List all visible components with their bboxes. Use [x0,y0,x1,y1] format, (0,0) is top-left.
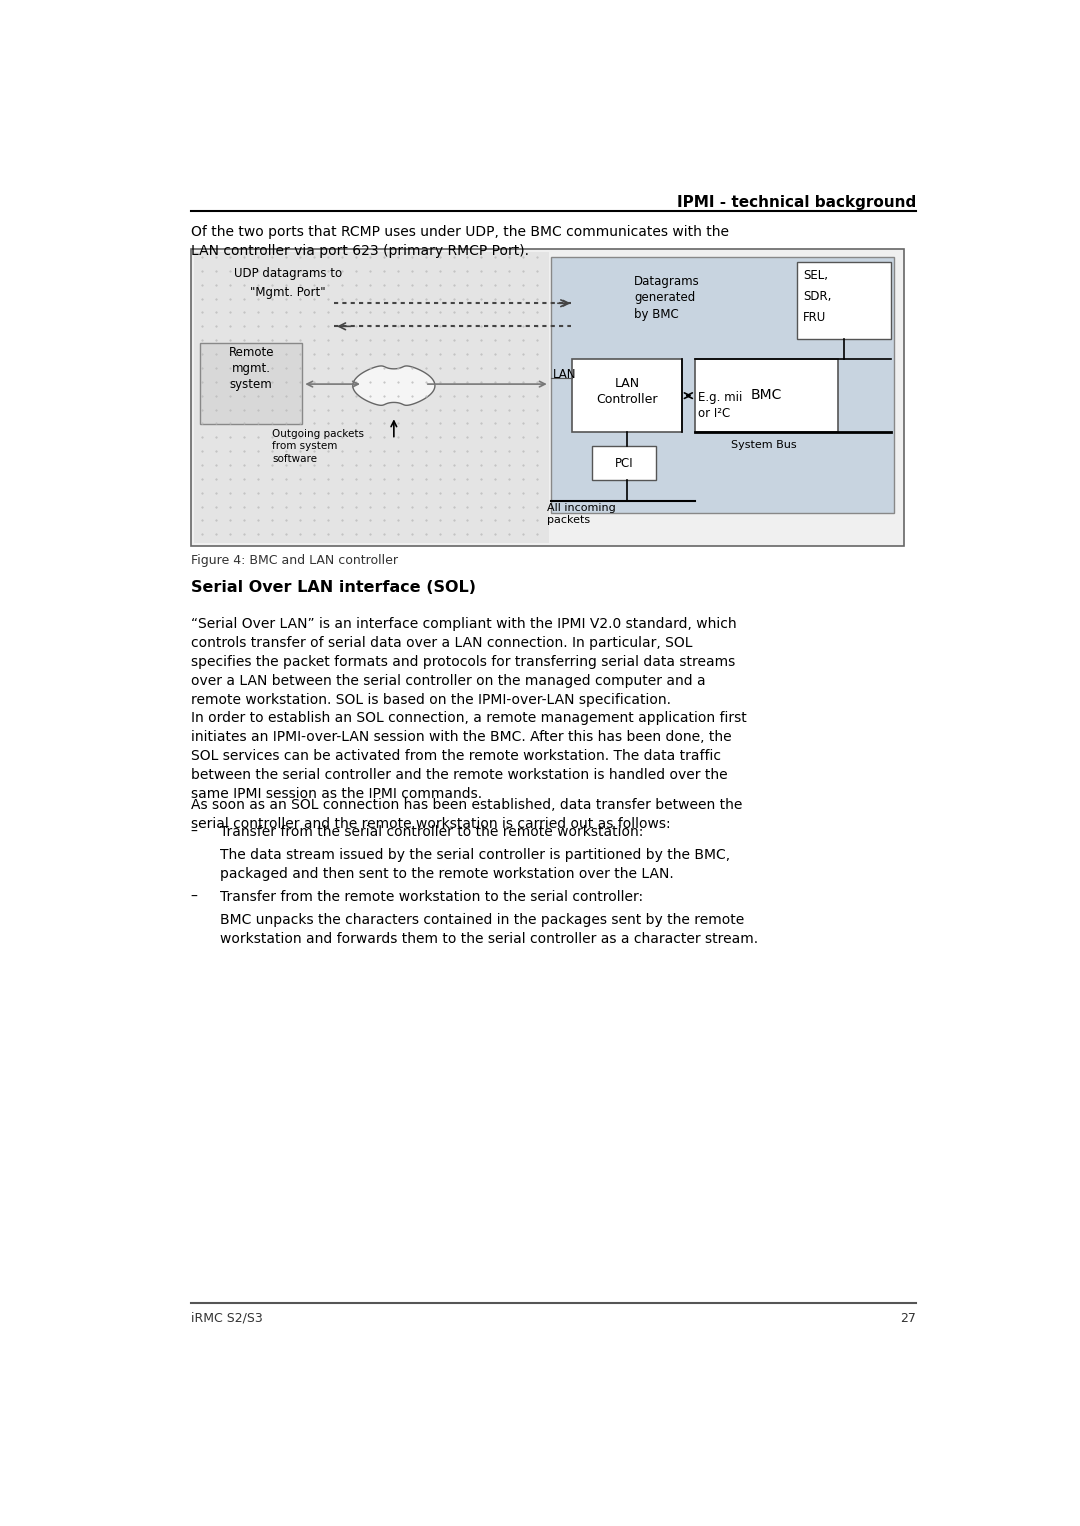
Text: –: – [191,826,198,839]
Text: Outgoing packets
from system
software: Outgoing packets from system software [272,429,364,464]
FancyBboxPatch shape [200,343,302,424]
Text: Of the two ports that RCMP uses under UDP, the BMC communicates with the
LAN con: Of the two ports that RCMP uses under UD… [191,224,729,258]
Text: Figure 4: BMC and LAN controller: Figure 4: BMC and LAN controller [191,554,397,568]
Text: As soon as an SOL connection has been established, data transfer between the
ser: As soon as an SOL connection has been es… [191,798,742,830]
Text: In order to establish an SOL connection, a remote management application first
i: In order to establish an SOL connection,… [191,711,746,801]
Text: LAN: LAN [553,368,577,382]
Text: UDP datagrams to: UDP datagrams to [233,267,341,281]
FancyBboxPatch shape [694,359,838,432]
FancyBboxPatch shape [592,447,656,481]
Text: FRU: FRU [804,311,826,324]
Text: Transfer from the remote workstation to the serial controller:: Transfer from the remote workstation to … [220,890,644,903]
Text: E.g. mii
or I²C: E.g. mii or I²C [699,391,743,420]
Text: IPMI - technical background: IPMI - technical background [677,195,916,211]
Text: BMC: BMC [751,388,782,401]
Text: BMC unpacks the characters contained in the packages sent by the remote
workstat: BMC unpacks the characters contained in … [220,913,758,946]
Text: All incoming
packets: All incoming packets [548,502,616,525]
Text: Datagrams
generated
by BMC: Datagrams generated by BMC [634,275,700,320]
Text: LAN
Controller: LAN Controller [596,377,658,406]
FancyBboxPatch shape [797,262,891,339]
Text: SDR,: SDR, [804,290,832,304]
FancyBboxPatch shape [194,252,549,543]
Text: PCI: PCI [615,456,633,470]
FancyBboxPatch shape [572,359,683,432]
Text: Remote
mgmt.
system: Remote mgmt. system [229,345,274,391]
Text: Transfer from the serial controller to the remote workstation:: Transfer from the serial controller to t… [220,826,644,839]
Text: Serial Over LAN interface (SOL): Serial Over LAN interface (SOL) [191,580,476,595]
Text: "Mgmt. Port": "Mgmt. Port" [249,285,325,299]
FancyBboxPatch shape [551,256,894,513]
Text: “Serial Over LAN” is an interface compliant with the IPMI V2.0 standard, which
c: “Serial Over LAN” is an interface compli… [191,618,737,707]
Text: SEL,: SEL, [804,269,828,282]
FancyBboxPatch shape [191,249,904,546]
Polygon shape [353,366,435,406]
Text: iRMC S2/S3: iRMC S2/S3 [191,1312,262,1325]
Text: –: – [191,890,198,903]
Text: The data stream issued by the serial controller is partitioned by the BMC,
packa: The data stream issued by the serial con… [220,848,730,882]
Text: System Bus: System Bus [731,439,797,450]
Text: 27: 27 [901,1312,916,1325]
